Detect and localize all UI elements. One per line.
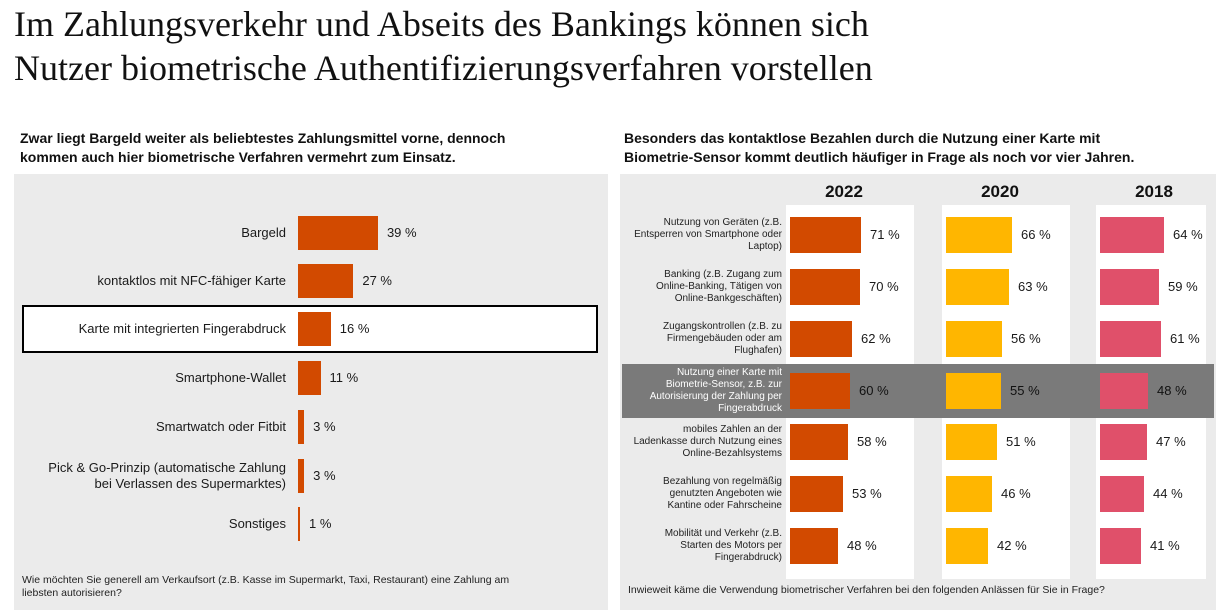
bar [298, 312, 331, 346]
bar [946, 373, 1001, 409]
value-label: 70 % [869, 279, 899, 294]
category-label: Nutzung von Geräten (z.B. Entsperren von … [634, 217, 782, 252]
bar [790, 528, 838, 564]
category-label: Karte mit integrierten Fingerabdruck [78, 321, 286, 336]
value-label: 42 % [997, 538, 1027, 553]
bar [1100, 373, 1148, 409]
category-label: Mobilität und Verkehr (z.B. Starten des M… [664, 528, 782, 563]
bar [946, 269, 1009, 305]
value-label: 53 % [852, 486, 882, 501]
right-subtitle-line-1: Besonders das kontaktlose Bezahlen durch… [624, 130, 1101, 146]
bar [298, 410, 305, 444]
value-label: 61 % [1170, 331, 1200, 346]
value-label: 63 % [1018, 279, 1048, 294]
left-subtitle-line-2: kommen auch hier biometrische Verfahren … [20, 149, 456, 165]
value-label: 48 % [1157, 383, 1187, 398]
value-label: 3 % [313, 419, 336, 434]
category-label: Smartwatch oder Fitbit [155, 419, 286, 434]
bar [790, 269, 860, 305]
category-label: Sonstiges [228, 516, 286, 531]
category-label: Bezahlung von regelmäßig genutzten Angebo… [663, 476, 782, 511]
right-subtitle-line-2: Biometrie-Sensor kommt deutlich häufiger… [624, 149, 1135, 165]
value-label: 59 % [1168, 279, 1198, 294]
value-label: 58 % [857, 434, 887, 449]
bar [1100, 476, 1144, 512]
value-label: 60 % [859, 383, 889, 398]
bar [1100, 321, 1161, 357]
bar [298, 459, 305, 493]
value-label: 71 % [870, 227, 900, 242]
left-question-line-2: liebsten autorisieren? [22, 587, 122, 599]
category-label: Zugangskontrollen (z.B. zu Firmengebäuden… [663, 321, 782, 356]
bar [298, 264, 354, 298]
value-label: 41 % [1150, 538, 1180, 553]
value-label: 56 % [1011, 331, 1041, 346]
title-line-1: Im Zahlungsverkehr und Abseits des Banki… [14, 4, 869, 44]
value-label: 39 % [386, 225, 417, 240]
bar [298, 216, 378, 250]
bar [946, 321, 1002, 357]
left-subtitle-line-1: Zwar liegt Bargeld weiter als beliebtest… [20, 130, 506, 146]
category-label: Nutzung einer Karte mit Biometrie-Sensor,… [649, 367, 782, 414]
bar [946, 424, 997, 460]
year-header: 2018 [1135, 182, 1173, 201]
value-label: 1 % [309, 516, 332, 531]
value-label: 51 % [1006, 434, 1036, 449]
bar [1100, 424, 1147, 460]
left-question-line-1: Wie möchten Sie generell am Verkaufsort … [22, 574, 510, 586]
year-header: 2020 [981, 182, 1019, 201]
year-header: 2022 [825, 182, 863, 201]
value-label: 48 % [847, 538, 877, 553]
left-question: Wie möchten Sie generell am Verkaufsort … [22, 574, 602, 600]
bar [790, 217, 861, 253]
right-question: Inwieweit käme die Verwendung biometrisc… [628, 584, 1105, 596]
value-label: 16 % [339, 321, 370, 336]
value-label: 64 % [1173, 227, 1203, 242]
value-label: 46 % [1001, 486, 1031, 501]
bar [946, 476, 992, 512]
bar [946, 217, 1012, 253]
value-label: 66 % [1021, 227, 1051, 242]
category-label: mobiles Zahlen an der Ladenkasse durch Nu… [633, 424, 782, 459]
right-subtitle: Besonders das kontaktlose Bezahlen durch… [624, 129, 1219, 167]
category-label: Smartphone-Wallet [175, 370, 286, 385]
category-label: Pick & Go-Prinzip (automatische Zahlung b… [48, 460, 286, 491]
bar [1100, 217, 1164, 253]
bar [790, 373, 850, 409]
category-label: kontaktlos mit NFC-fähiger Karte [97, 273, 286, 288]
category-label: Banking (z.B. Zugang zum Online-Banking, … [655, 269, 782, 304]
bar [790, 424, 848, 460]
title-line-2: Nutzer biometrische Authentifizierungsve… [14, 48, 873, 88]
value-label: 27 % [362, 273, 392, 288]
category-label: Bargeld [241, 225, 286, 240]
bar [790, 321, 852, 357]
right-chart-panel: 2022 2020 2018 Nutzung von Geräten (z.B. Ent… [620, 174, 1216, 610]
left-chart-panel: Bargeld 39 % kontaktlos mit NFC-fähiger Ka… [14, 174, 608, 610]
bar [946, 528, 988, 564]
bar [1100, 528, 1141, 564]
value-label: 55 % [1010, 383, 1040, 398]
bar [1100, 269, 1159, 305]
value-label: 47 % [1156, 434, 1186, 449]
page-title: Im Zahlungsverkehr und Abseits des Banki… [14, 2, 1214, 90]
bar [298, 507, 301, 541]
value-label: 3 % [313, 468, 336, 483]
left-subtitle: Zwar liegt Bargeld weiter als beliebtest… [20, 129, 610, 167]
value-label: 11 % [329, 370, 359, 385]
value-label: 44 % [1153, 486, 1183, 501]
bar [298, 361, 321, 395]
bar [790, 476, 843, 512]
value-label: 62 % [861, 331, 891, 346]
